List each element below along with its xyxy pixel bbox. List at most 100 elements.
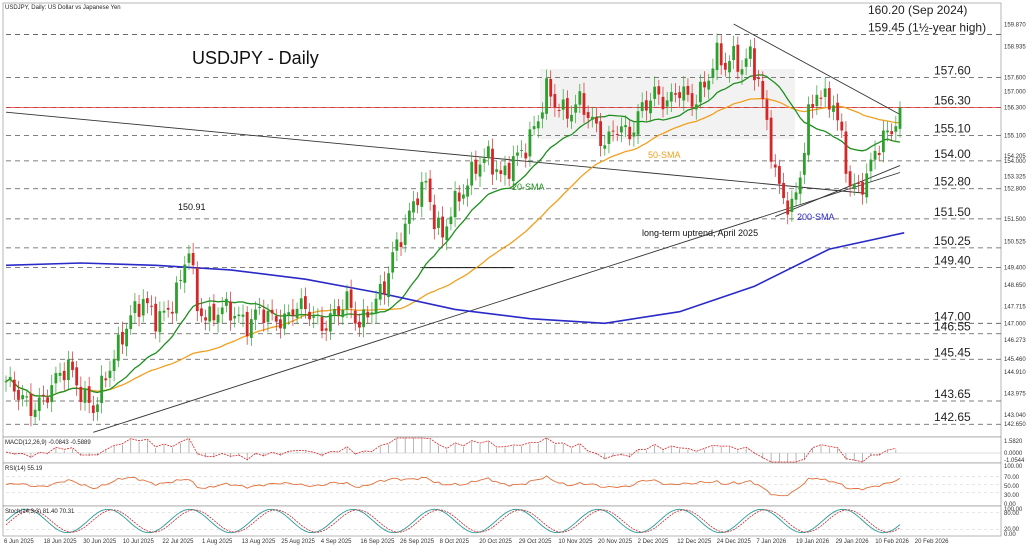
candle-body: [287, 312, 291, 316]
uptrend-label: long-term uptrend, April 2025: [642, 228, 758, 238]
candle-body: [532, 126, 536, 130]
candle-body: [66, 359, 70, 380]
candle-body: [632, 132, 636, 137]
candle-body: [399, 242, 403, 248]
date-tick: 1 Aug 2025: [202, 539, 233, 545]
candle-body: [133, 301, 137, 314]
level-label: 146.55: [934, 320, 971, 334]
date-tick: 10 Jul 2025: [123, 539, 155, 545]
candle-body: [574, 104, 578, 113]
price-tick: 147.715: [1004, 305, 1026, 311]
candle-body: [865, 173, 869, 198]
candle-body: [661, 96, 665, 110]
candle-body: [254, 309, 257, 320]
candle-body: [333, 308, 336, 315]
candle-body: [541, 112, 544, 119]
price-tick: 145.460: [1004, 357, 1026, 363]
candle-body: [87, 386, 91, 403]
candle-body: [507, 162, 511, 179]
candle-body: [441, 216, 445, 238]
date-tick: 7 Jan 2026: [756, 539, 786, 545]
candle-body: [12, 379, 16, 392]
candle-body: [374, 298, 378, 314]
date-tick: 20 Oct 2025: [479, 539, 512, 545]
candle-body: [328, 313, 332, 332]
level-label: 142.65: [934, 410, 971, 424]
rsi-line: [5, 475, 901, 497]
candle-body: [495, 169, 499, 172]
main-panel: [2, 2, 1002, 438]
candle-body: [212, 303, 216, 321]
price-tick: 151.500: [1004, 217, 1026, 223]
candle-body: [786, 200, 790, 215]
candle-body: [170, 311, 174, 314]
candle-body: [187, 253, 191, 263]
price-tick: 155.100: [1004, 133, 1026, 139]
candle-body: [83, 388, 87, 403]
price-tick: 157.000: [1004, 89, 1026, 95]
candle-body: [62, 370, 66, 381]
level-label: 147.00: [934, 309, 971, 323]
indicator-panels: 1.58200.0000-1.0544100.0070.0050.0030.00…: [5, 437, 1025, 538]
candle-body: [678, 92, 682, 99]
candle-body: [216, 314, 220, 323]
candle-body: [628, 126, 632, 140]
candle-body: [37, 397, 41, 411]
candle-body: [503, 165, 507, 176]
date-tick: 26 Sep 2025: [400, 539, 435, 545]
candle-body: [179, 279, 183, 281]
sma200-label: 200-SMA: [797, 212, 835, 222]
candle-body: [96, 404, 99, 413]
sma20-line: [5, 74, 901, 398]
candle-body: [815, 94, 819, 107]
macd-tick: 1.5820: [1004, 439, 1023, 445]
candle-body: [761, 80, 765, 100]
candle-body: [715, 42, 719, 71]
candle-body: [748, 46, 752, 59]
candle-body: [162, 310, 166, 313]
candle-body: [200, 308, 203, 317]
candle-body: [270, 309, 274, 314]
candle-body: [112, 358, 116, 372]
date-tick: 30 Jun 2025: [83, 539, 117, 545]
candle-body: [723, 62, 727, 70]
candle-body: [116, 334, 120, 361]
candle-body: [699, 81, 702, 103]
date-tick: 4 Sep 2025: [321, 539, 352, 545]
candle-body: [740, 69, 744, 75]
date-tick: 10 Nov 2025: [558, 539, 593, 545]
candle-body: [603, 145, 607, 149]
candle-body: [798, 177, 802, 194]
candle-body: [195, 267, 199, 312]
candle-body: [557, 110, 561, 112]
stoch-label: Stoch(14,3,3) 81.40 70.31: [5, 509, 75, 515]
candle-body: [104, 378, 108, 381]
stoch-tick: 100.00: [1004, 507, 1023, 513]
sma20-label: 20-SMA: [512, 182, 545, 192]
price-tick: 143.040: [1004, 413, 1026, 419]
candle-body: [237, 314, 241, 317]
trendline: [733, 23, 901, 115]
candle-body: [428, 178, 432, 203]
candle-body: [511, 156, 515, 182]
candle-body: [773, 164, 777, 168]
candle-body: [499, 170, 503, 174]
candle-body: [229, 301, 232, 321]
date-tick: 20 Feb 2026: [915, 539, 949, 545]
candle-body: [295, 308, 299, 318]
candle-body: [757, 77, 761, 80]
candle-body: [520, 149, 524, 151]
candle-body: [736, 44, 740, 72]
candle-body: [208, 306, 212, 322]
candle-body: [125, 328, 128, 347]
candle-body: [877, 152, 881, 155]
peak-label: 150.91: [178, 202, 206, 212]
candle-body: [765, 99, 769, 120]
candle-body: [100, 375, 104, 404]
candle-body: [528, 129, 532, 157]
candle-body: [649, 100, 652, 114]
rsi-tick: 100.00: [1004, 464, 1023, 470]
candle-body: [669, 92, 673, 102]
